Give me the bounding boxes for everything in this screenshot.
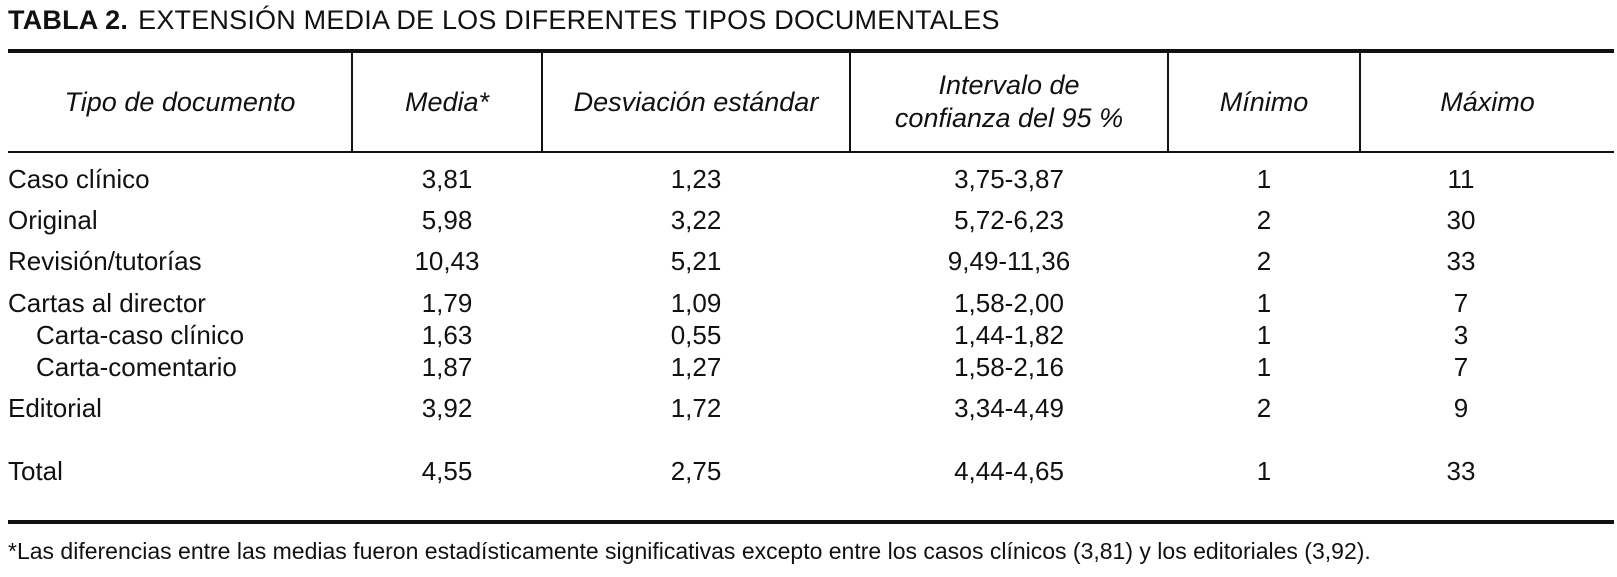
cell-desviacion: 1,72 — [670, 393, 722, 423]
table-row: Original 5,98 3,22 5,72-6,23 2 30 — [8, 205, 1614, 235]
cell-desviacion: 2,75 — [670, 456, 722, 486]
cell-intervalo: 3,34-4,49 — [954, 393, 1064, 423]
cell-minimo: 1 — [1256, 352, 1272, 382]
cell-minimo: 1 — [1256, 456, 1272, 486]
cell-intervalo: 1,58-2,16 — [954, 352, 1064, 382]
cell-intervalo: 9,49-11,36 — [947, 246, 1071, 276]
cell-maximo: 7 — [1453, 352, 1469, 382]
cell-tipo: Carta-comentario — [36, 352, 237, 382]
cell-tipo: Original — [8, 205, 98, 235]
table-caption: EXTENSIÓN MEDIA DE LOS DIFERENTES TIPOS … — [138, 5, 1000, 35]
table-header-rule — [8, 151, 1614, 153]
header-divider — [541, 53, 543, 151]
table-row: Carta-caso clínico 1,63 0,55 1,44-1,82 1 3 — [8, 320, 1614, 350]
cell-maximo: 33 — [1446, 456, 1476, 486]
cell-desviacion: 1,23 — [670, 164, 722, 194]
header-divider — [849, 53, 851, 151]
header-tipo: Tipo de documento — [64, 86, 296, 117]
table-title: TABLA 2. EXTENSIÓN MEDIA DE LOS DIFERENTE… — [8, 4, 1000, 36]
table-top-rule — [8, 49, 1614, 53]
cell-desviacion: 3,22 — [670, 205, 722, 235]
table-row: Caso clínico 3,81 1,23 3,75-3,87 1 11 — [8, 164, 1614, 194]
header-minimo: Mínimo — [1219, 86, 1309, 117]
cell-tipo: Editorial — [8, 393, 102, 423]
table-bottom-rule — [8, 520, 1614, 524]
cell-media: 1,63 — [421, 320, 473, 350]
table-number: TABLA 2. — [8, 5, 129, 35]
cell-tipo: Caso clínico — [8, 164, 150, 194]
cell-minimo: 2 — [1256, 246, 1272, 276]
cell-maximo: 11 — [1447, 164, 1475, 194]
cell-media: 4,55 — [421, 456, 473, 486]
cell-tipo: Revisión/tutorías — [8, 246, 202, 276]
table-row: Revisión/tutorías 10,43 5,21 9,49-11,36 2 33 — [8, 246, 1614, 276]
cell-maximo: 9 — [1453, 393, 1469, 423]
cell-desviacion: 0,55 — [670, 320, 722, 350]
cell-intervalo: 1,44-1,82 — [954, 320, 1064, 350]
cell-intervalo: 5,72-6,23 — [954, 205, 1064, 235]
cell-maximo: 30 — [1446, 205, 1476, 235]
header-divider — [351, 53, 353, 151]
cell-maximo: 33 — [1446, 246, 1476, 276]
cell-desviacion: 1,27 — [670, 352, 722, 382]
cell-minimo: 1 — [1256, 320, 1272, 350]
table-row: Cartas al director 1,79 1,09 1,58-2,00 1 7 — [8, 288, 1614, 318]
cell-tipo: Total — [8, 456, 63, 486]
cell-maximo: 7 — [1453, 288, 1469, 318]
table-row: Editorial 3,92 1,72 3,34-4,49 2 9 — [8, 393, 1614, 423]
cell-desviacion: 1,09 — [670, 288, 722, 318]
cell-intervalo: 3,75-3,87 — [954, 164, 1064, 194]
cell-media: 10,43 — [414, 246, 480, 276]
cell-minimo: 2 — [1256, 205, 1272, 235]
cell-minimo: 1 — [1256, 164, 1272, 194]
cell-intervalo: 4,44-4,65 — [954, 456, 1064, 486]
header-desviacion: Desviación estándar — [573, 86, 819, 117]
table-row: Total 4,55 2,75 4,44-4,65 1 33 — [8, 456, 1614, 486]
cell-maximo: 3 — [1453, 320, 1469, 350]
cell-media: 1,79 — [421, 288, 473, 318]
table-footnote: *Las diferencias entre las medias fueron… — [8, 538, 1371, 564]
cell-minimo: 2 — [1256, 393, 1272, 423]
cell-tipo: Carta-caso clínico — [36, 320, 245, 350]
header-divider — [1359, 53, 1361, 151]
header-divider — [1167, 53, 1169, 151]
cell-media: 1,87 — [421, 352, 473, 382]
cell-media: 3,92 — [421, 393, 473, 423]
cell-intervalo: 1,58-2,00 — [954, 288, 1064, 318]
cell-media: 5,98 — [421, 205, 473, 235]
cell-tipo: Cartas al director — [8, 288, 206, 318]
header-maximo: Máximo — [1440, 86, 1535, 117]
cell-media: 3,81 — [421, 164, 473, 194]
header-intervalo: Intervalo de confianza del 95 % — [894, 70, 1124, 133]
cell-minimo: 1 — [1256, 288, 1272, 318]
cell-desviacion: 5,21 — [670, 246, 722, 276]
header-media: Media* — [404, 86, 490, 117]
table-row: Carta-comentario 1,87 1,27 1,58-2,16 1 7 — [8, 352, 1614, 382]
